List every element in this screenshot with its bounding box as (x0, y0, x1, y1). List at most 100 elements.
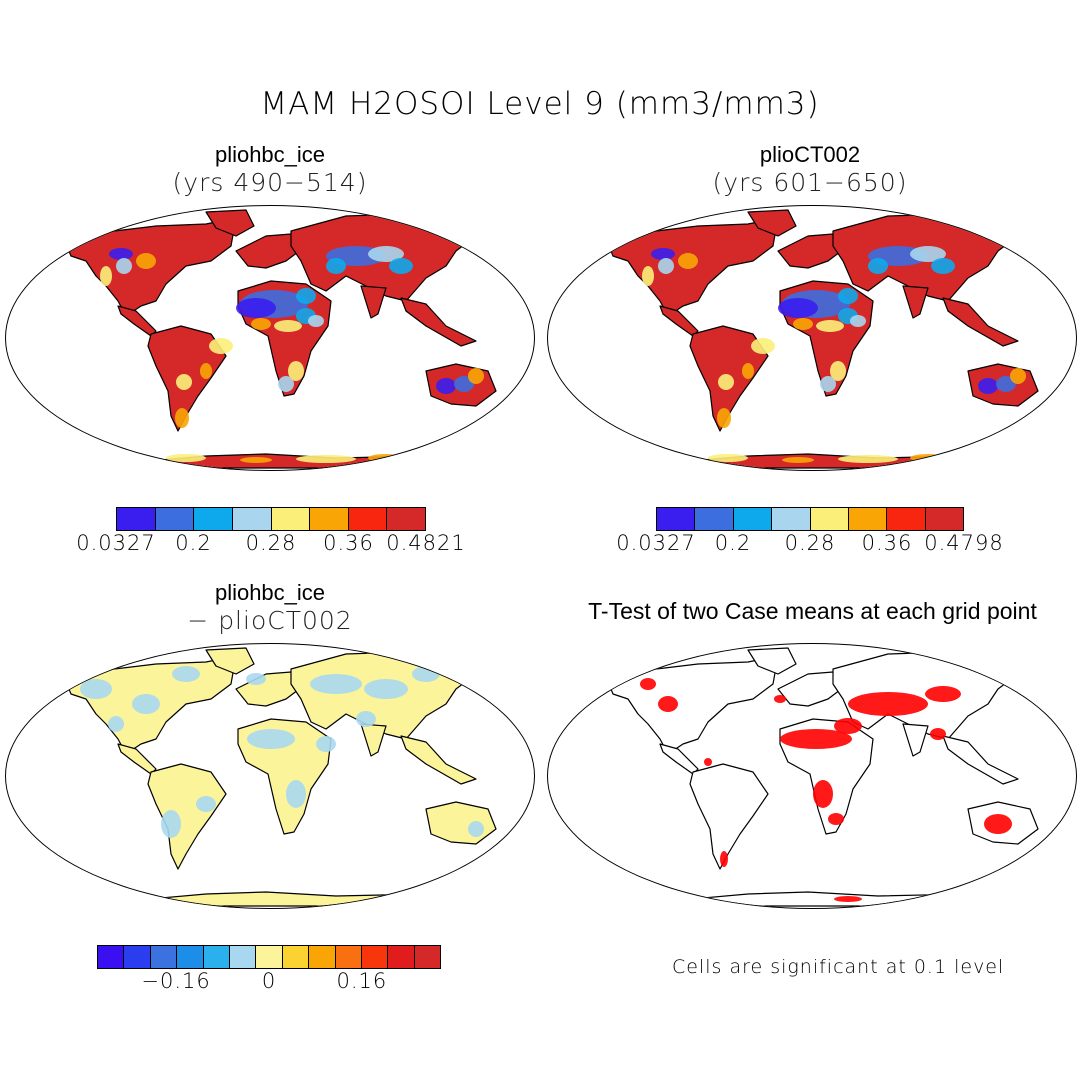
value-region (412, 666, 440, 682)
landmass-central-america (659, 305, 699, 337)
significant-cells (848, 692, 928, 716)
value-region (910, 246, 946, 262)
value-region (310, 674, 362, 694)
significance-note: Cells are significant at 0.1 level (672, 956, 1005, 978)
significant-cells (930, 728, 946, 740)
colorbar-box (309, 946, 336, 968)
value-region (240, 457, 272, 463)
colorbar-box (177, 946, 204, 968)
map-d-svg (607, 647, 1039, 907)
value-region (778, 298, 818, 318)
value-region (176, 374, 192, 390)
value-region (100, 266, 112, 286)
colorbar-c-boxes (97, 945, 441, 969)
map-panel-d (547, 643, 1077, 909)
panel-a-subtitle: (yrs 490−514) (172, 168, 368, 197)
panel-b-subtitle: (yrs 601−650) (712, 168, 908, 197)
landmass-india (360, 285, 387, 319)
value-region (274, 320, 302, 332)
colorbar-box (361, 946, 389, 968)
colorbar-box (229, 946, 257, 968)
value-region (116, 258, 132, 274)
colorbar-box (387, 508, 425, 530)
value-region (850, 315, 866, 327)
colorbar-box (117, 508, 156, 530)
map-panel-c (5, 643, 535, 909)
map-c-svg (65, 647, 497, 907)
figure-title: MAM H2OSOI Level 9 (mm3/mm3) (260, 86, 820, 122)
landmass-antarctica (657, 453, 989, 469)
significant-cells (984, 814, 1012, 834)
value-region (830, 361, 846, 381)
land-fill-b (607, 209, 1039, 469)
colorbar-tick-label: 0.2 (175, 531, 212, 555)
colorbar-box (98, 946, 125, 968)
landmass-southeast-asia (400, 297, 477, 347)
colorbar-c: −0.16 0 0.16 (97, 945, 441, 995)
colorbar-box (282, 946, 310, 968)
colorbar-box (310, 508, 349, 530)
significant-cells (676, 897, 700, 903)
colorbar-c-labels: −0.16 0 0.16 (97, 969, 441, 995)
colorbar-tick-label: 0.28 (245, 531, 297, 555)
landmass-antarctica (657, 891, 989, 907)
land-fill-a (65, 209, 497, 469)
value-region (838, 288, 858, 304)
land-fill-c (65, 647, 497, 907)
colorbar-a-labels: 0.0327 0.2 0.28 0.36 0.4821 (76, 531, 464, 557)
value-region (308, 315, 324, 327)
value-region (196, 796, 216, 812)
value-region (326, 258, 346, 274)
value-region (838, 455, 898, 463)
value-region (708, 454, 748, 462)
colorbar-box (124, 946, 151, 968)
value-region (316, 736, 336, 752)
landmass-greenland (747, 647, 797, 675)
colorbar-box (335, 946, 362, 968)
value-region (132, 694, 160, 714)
landmass-greenland (747, 209, 797, 237)
value-region (368, 454, 404, 462)
value-region (246, 673, 266, 685)
colorbar-tick-label: 0.36 (861, 531, 913, 555)
significant-cells (640, 678, 656, 690)
value-region (278, 376, 294, 392)
colorbar-box (848, 508, 888, 530)
significant-cells (658, 696, 678, 712)
panel-c-subtitle: − plioCT002 (187, 606, 353, 635)
significant-cells (958, 893, 998, 901)
value-region (468, 368, 484, 384)
colorbar-a-boxes (116, 507, 426, 531)
landmass-australia (425, 801, 497, 845)
colorbar-box (232, 508, 272, 530)
value-region (742, 363, 754, 379)
landmass-southeast-asia (942, 297, 1019, 347)
regions-a (100, 246, 484, 463)
value-region (642, 266, 654, 286)
value-region (288, 361, 304, 381)
map-panel-a (5, 205, 535, 471)
significant-cells (774, 695, 786, 703)
significant-cells (780, 729, 852, 749)
colorbar-box (695, 508, 734, 530)
value-region (389, 258, 413, 274)
colorbar-box (256, 946, 283, 968)
colorbar-b-labels: 0.0327 0.2 0.28 0.36 0.4798 (616, 531, 1002, 557)
colorbar-box (733, 508, 773, 530)
value-region (996, 376, 1016, 392)
colorbar-box (203, 946, 230, 968)
value-region (166, 454, 206, 462)
colorbar-box (414, 946, 441, 968)
colorbar-tick-label: 0.0327 (616, 531, 696, 555)
panel-b-title: plioCT002 (759, 142, 861, 167)
colorbar-box (194, 508, 233, 530)
map-b-svg (607, 209, 1039, 469)
landmass-central-america (117, 305, 157, 337)
value-region (251, 318, 271, 330)
colorbar-box (810, 508, 849, 530)
panel-d-title: T-Test of two Case means at each grid po… (588, 598, 1037, 624)
value-region (978, 378, 998, 394)
landmass-greenland (205, 647, 255, 675)
value-region (651, 248, 675, 260)
value-region (751, 338, 775, 354)
